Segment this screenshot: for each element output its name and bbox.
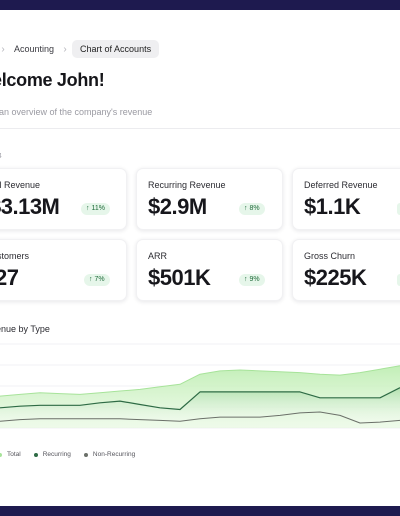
chart-title: enue by Type bbox=[0, 324, 50, 334]
page-title: elcome John! bbox=[0, 70, 105, 90]
card-customers[interactable]: ustomers 27 ↑ 7% bbox=[0, 239, 127, 301]
legend-item-non-recurring[interactable]: Non-Recurring bbox=[83, 451, 136, 458]
legend-dot bbox=[83, 452, 88, 457]
revenue-chart bbox=[0, 343, 400, 429]
change-badge: ↑ 11% bbox=[81, 203, 110, 215]
card-value: $1.1K bbox=[304, 194, 361, 219]
chart-legend: Total Recurring Non-Recurring bbox=[0, 451, 148, 458]
line-total bbox=[0, 365, 400, 397]
card-value: 27 bbox=[0, 265, 19, 290]
card-label: Recurring Revenue bbox=[148, 180, 226, 190]
change-badge: ↑ 7% bbox=[84, 274, 110, 286]
card-value: $501K bbox=[148, 265, 211, 290]
dashboard-page: › Acounting › Chart of Accounts elcome J… bbox=[0, 10, 400, 506]
card-label: tal Revenue bbox=[0, 180, 41, 190]
chevron-right-icon: › bbox=[63, 43, 67, 55]
legend-dot bbox=[0, 452, 2, 457]
change-badge bbox=[397, 203, 400, 215]
page-subtitle: is an overview of the company's revenue bbox=[0, 107, 153, 117]
legend-item-total[interactable]: Total bbox=[0, 451, 21, 458]
card-label: Gross Churn bbox=[304, 251, 356, 261]
card-label: ARR bbox=[148, 251, 168, 261]
divider bbox=[0, 128, 400, 129]
change-badge bbox=[397, 274, 400, 286]
legend-label: Total bbox=[7, 451, 21, 458]
card-label: Deferred Revenue bbox=[304, 180, 378, 190]
card-value: $3.13M bbox=[0, 194, 60, 219]
breadcrumb-chart-of-accounts[interactable]: Chart of Accounts bbox=[72, 40, 160, 58]
line-recurring bbox=[0, 387, 400, 411]
legend-dot bbox=[33, 452, 38, 457]
line-non-recurring bbox=[0, 411, 400, 424]
chart-lines bbox=[0, 365, 400, 424]
change-badge: ↑ 9% bbox=[239, 274, 265, 286]
legend-label: Non-Recurring bbox=[92, 451, 136, 458]
chevron-right-icon: › bbox=[1, 43, 5, 55]
breadcrumb-accounting[interactable]: Acounting bbox=[14, 44, 55, 54]
legend-item-recurring[interactable]: Recurring bbox=[33, 451, 71, 458]
change-badge: ↑ 8% bbox=[239, 203, 265, 215]
legend-label: Recurring bbox=[42, 451, 71, 458]
card-recurring-revenue[interactable]: Recurring Revenue $2.9M ↑ 8% bbox=[136, 168, 283, 230]
card-label: ustomers bbox=[0, 251, 30, 261]
area-recurring bbox=[0, 387, 400, 423]
card-deferred-revenue[interactable]: Deferred Revenue $1.1K bbox=[292, 168, 400, 230]
card-value: $225K bbox=[304, 265, 367, 290]
card-value: $2.9M bbox=[148, 194, 207, 219]
breadcrumb: › Acounting › Chart of Accounts bbox=[0, 39, 160, 59]
card-arr[interactable]: ARR $501K ↑ 9% bbox=[136, 239, 283, 301]
period-label: 24 bbox=[0, 153, 2, 160]
card-gross-churn[interactable]: Gross Churn $225K bbox=[292, 239, 400, 301]
card-total-revenue[interactable]: tal Revenue $3.13M ↑ 11% bbox=[0, 168, 127, 230]
